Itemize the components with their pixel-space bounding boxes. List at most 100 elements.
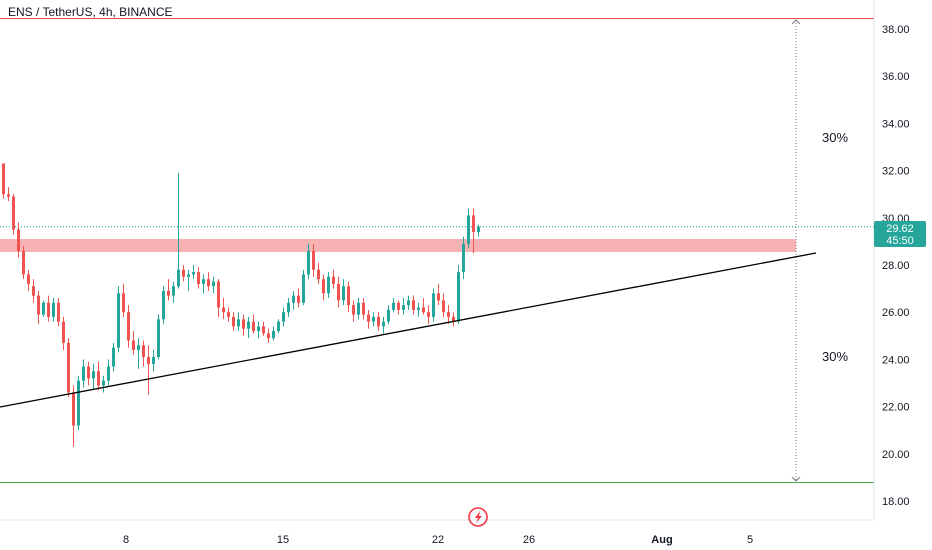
tradingview-lightning-icon[interactable] xyxy=(468,507,488,527)
candle[interactable] xyxy=(72,385,75,447)
candle[interactable] xyxy=(347,281,350,313)
candle[interactable] xyxy=(412,295,415,315)
candle[interactable] xyxy=(42,300,45,317)
candle[interactable] xyxy=(192,265,195,280)
candle[interactable] xyxy=(237,312,240,332)
candle[interactable] xyxy=(152,349,155,372)
candle[interactable] xyxy=(292,290,295,310)
candle[interactable] xyxy=(87,361,90,386)
candle[interactable] xyxy=(242,314,245,336)
candle[interactable] xyxy=(262,321,265,336)
candle[interactable] xyxy=(377,312,380,332)
ascending-trendline[interactable] xyxy=(0,252,817,408)
candle[interactable] xyxy=(392,298,395,313)
candle[interactable] xyxy=(137,338,140,369)
candle[interactable] xyxy=(37,290,40,324)
candle[interactable] xyxy=(52,298,55,322)
candle[interactable] xyxy=(27,269,30,291)
candle[interactable] xyxy=(157,314,160,360)
candle[interactable] xyxy=(342,279,345,306)
candle[interactable] xyxy=(167,279,170,301)
candle[interactable] xyxy=(322,274,325,301)
candle[interactable] xyxy=(122,283,125,317)
candle[interactable] xyxy=(147,345,150,395)
candle[interactable] xyxy=(197,267,200,289)
candle[interactable] xyxy=(457,265,460,324)
candle[interactable] xyxy=(397,300,400,315)
candle[interactable] xyxy=(427,305,430,324)
candle[interactable] xyxy=(252,314,255,334)
candle[interactable] xyxy=(462,236,465,280)
candle[interactable] xyxy=(32,279,35,303)
resistance-zone[interactable] xyxy=(0,239,796,252)
candle[interactable] xyxy=(247,316,250,339)
candle[interactable] xyxy=(337,276,340,308)
candle[interactable] xyxy=(12,194,15,235)
candle[interactable] xyxy=(387,305,390,324)
candle[interactable] xyxy=(177,172,180,289)
candle[interactable] xyxy=(277,319,280,334)
candle[interactable] xyxy=(372,312,375,327)
candle[interactable] xyxy=(92,364,95,391)
candle[interactable] xyxy=(232,312,235,332)
candle[interactable] xyxy=(97,361,100,391)
candle[interactable] xyxy=(257,321,260,339)
candle[interactable] xyxy=(142,340,145,367)
candle[interactable] xyxy=(302,269,305,306)
candle[interactable] xyxy=(452,312,455,327)
candle[interactable] xyxy=(82,359,85,388)
candle[interactable] xyxy=(422,298,425,315)
candle[interactable] xyxy=(212,276,215,294)
candle[interactable] xyxy=(47,295,50,322)
candle[interactable] xyxy=(182,265,185,282)
candle[interactable] xyxy=(317,262,320,284)
candle[interactable] xyxy=(352,300,355,322)
candle[interactable] xyxy=(107,359,110,386)
candle[interactable] xyxy=(447,305,450,324)
candle[interactable] xyxy=(367,309,370,329)
candle[interactable] xyxy=(297,288,300,308)
candle[interactable] xyxy=(67,338,70,398)
candle[interactable] xyxy=(327,272,330,299)
candle[interactable] xyxy=(127,305,130,348)
candle[interactable] xyxy=(332,269,335,289)
candle[interactable] xyxy=(357,298,360,320)
candle[interactable] xyxy=(202,274,205,294)
candle[interactable] xyxy=(407,295,410,310)
candle[interactable] xyxy=(117,286,120,353)
candle[interactable] xyxy=(227,307,230,322)
candle[interactable] xyxy=(222,298,225,320)
candle[interactable] xyxy=(437,283,440,306)
candle[interactable] xyxy=(287,298,290,317)
candle[interactable] xyxy=(307,243,310,280)
candle[interactable] xyxy=(477,224,480,237)
candle[interactable] xyxy=(382,316,385,334)
candle[interactable] xyxy=(472,208,475,254)
candle[interactable] xyxy=(267,328,270,343)
candle[interactable] xyxy=(162,286,165,324)
candle[interactable] xyxy=(22,246,25,280)
candle[interactable] xyxy=(7,187,10,202)
candle[interactable] xyxy=(442,293,445,317)
candle[interactable] xyxy=(432,288,435,322)
candle[interactable] xyxy=(112,342,115,372)
candle[interactable] xyxy=(17,222,20,258)
candle[interactable] xyxy=(467,208,470,249)
candle[interactable] xyxy=(77,375,80,431)
candle[interactable] xyxy=(312,243,315,277)
candle[interactable] xyxy=(62,316,65,350)
candle[interactable] xyxy=(172,281,175,303)
candle[interactable] xyxy=(57,298,60,327)
candle[interactable] xyxy=(417,302,420,317)
candle[interactable] xyxy=(402,298,405,315)
candle[interactable] xyxy=(272,326,275,341)
candle[interactable] xyxy=(102,375,105,393)
candle[interactable] xyxy=(282,307,285,327)
candle[interactable] xyxy=(187,269,190,291)
candle[interactable] xyxy=(362,298,365,320)
candle[interactable] xyxy=(207,272,210,291)
candle[interactable] xyxy=(2,163,5,199)
candle[interactable] xyxy=(217,279,220,317)
